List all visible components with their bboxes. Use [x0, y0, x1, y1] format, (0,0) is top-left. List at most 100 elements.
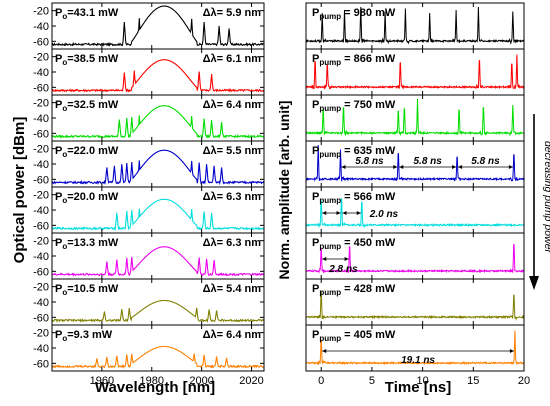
time-trace — [305, 330, 525, 366]
interval-label: 19.1 ns — [401, 355, 435, 366]
y-tick-label: -20 — [33, 236, 49, 248]
right-y-axis-label: Norm. amplitude [arb. unit] — [276, 101, 292, 280]
linewidth-label: Δλ= 6.4 nm — [203, 99, 262, 111]
spectrum-trace — [51, 149, 265, 186]
spectrum-panel: -20 -40 -60 Po=9.3 mW Δλ= 6.4 nm — [33, 324, 265, 372]
time-trace-panel: Ppump = 980 mW — [305, 2, 525, 50]
time-trace — [305, 198, 525, 229]
spectrum-panel: -20 -40 -60 Po=43.1 mW Δλ= 5.9 nm — [33, 2, 265, 50]
output-power-label: Po=9.3 mW — [55, 329, 113, 343]
spectrum-panel: -20 -40 -60 Po=13.3 mW Δλ= 6.3 nm — [33, 232, 265, 280]
linewidth-label: Δλ= 5.5 nm — [203, 145, 262, 157]
spectra-plot: -20 -40 -60 Po=43.1 mW Δλ= 5.9 nm -20 -40 -60 Po… — [33, 2, 265, 387]
y-tick-label: -60 — [33, 82, 49, 94]
time-trace-panel: Ppump = 450 mW 2.8 ns — [305, 232, 525, 280]
interval-arrowhead — [458, 165, 463, 169]
output-power-label: Po=20.0 mW — [55, 191, 119, 205]
linewidth-label: Δλ= 6.4 nm — [203, 329, 262, 341]
pump-power-label: Ppump = 566 mW — [312, 191, 396, 205]
y-tick-label: -60 — [33, 174, 49, 186]
time-trace-panel: Ppump = 405 mW 19.1 ns — [305, 324, 525, 372]
y-tick-label: -20 — [33, 190, 49, 202]
pump-power-label: Ppump = 635 mW — [312, 145, 396, 159]
panel-frame — [305, 324, 525, 372]
time-trace — [305, 244, 525, 274]
decreasing-pump-annotation: decreasing pump power — [542, 141, 550, 254]
interval-label: 2.8 ns — [328, 264, 358, 275]
panel-frame — [305, 48, 525, 96]
output-power-label: Po=43.1 mW — [55, 7, 119, 21]
x-tick-label: 20 — [518, 375, 530, 387]
output-power-label: Po=10.5 mW — [55, 283, 119, 297]
x-tick-label: 5 — [369, 375, 375, 387]
y-tick-label: -60 — [33, 358, 49, 370]
spectrum-panel: -20 -40 -60 Po=32.5 mW Δλ= 6.4 nm — [33, 94, 265, 142]
interval-arrowhead — [356, 211, 361, 215]
time-trace — [305, 98, 524, 137]
y-tick-label: -40 — [33, 343, 49, 355]
interval-arrowhead — [341, 165, 346, 169]
x-tick-label: 0 — [318, 375, 324, 387]
interval-arrowhead — [344, 257, 349, 261]
spectrum-trace — [51, 345, 265, 369]
spectrum-trace — [51, 198, 265, 232]
interval-arrowhead — [508, 165, 513, 169]
y-tick-label: -20 — [33, 6, 49, 18]
y-tick-label: -60 — [33, 312, 49, 324]
time-trace — [305, 6, 525, 45]
y-tick-label: -40 — [33, 113, 49, 125]
left-x-axis-label: Wavelength [nm] — [95, 379, 215, 396]
time-trace — [305, 54, 525, 90]
y-tick-label: -20 — [33, 98, 49, 110]
y-tick-label: -40 — [33, 67, 49, 79]
y-tick-label: -40 — [33, 251, 49, 263]
y-tick-label: -20 — [33, 144, 49, 156]
interval-arrowhead — [452, 165, 457, 169]
spectrum-panel: -20 -40 -60 Po=10.5 mW Δλ= 5.4 nm — [33, 278, 265, 326]
interval-arrowhead — [342, 211, 347, 215]
time-trace-panel: Ppump = 635 mW5.8 ns 5.8 ns 5.8 ns — [305, 140, 525, 188]
y-tick-label: -60 — [33, 36, 49, 48]
linewidth-label: Δλ= 6.1 nm — [203, 53, 262, 65]
left-y-axis-label: Optical power [dBm] — [11, 117, 28, 264]
pump-power-label: Ppump = 866 mW — [312, 53, 396, 67]
y-tick-label: -60 — [33, 266, 49, 278]
x-tick-label: 2000 — [189, 375, 213, 387]
y-tick-label: -40 — [33, 205, 49, 217]
spectrum-trace — [51, 105, 265, 139]
pump-power-label: Ppump = 450 mW — [312, 237, 396, 251]
x-tick-label: 1960 — [90, 375, 114, 387]
time-trace — [305, 291, 525, 321]
interval-arrowhead — [322, 257, 327, 261]
time-trace — [305, 144, 524, 182]
time-traces-plot: Ppump = 980 mW Ppump = 866 mW Ppump = 750 … — [305, 2, 530, 387]
decreasing-pump-arrowhead — [529, 276, 539, 290]
x-tick-label: 10 — [416, 375, 428, 387]
linewidth-label: Δλ= 6.3 nm — [203, 237, 262, 249]
spectrum-trace — [51, 299, 265, 324]
y-tick-label: -40 — [33, 159, 49, 171]
interval-label: 5.8 ns — [413, 156, 442, 167]
spectrum-panel: -20 -40 -60 Po=20.0 mW Δλ= 6.3 nm — [33, 186, 265, 234]
x-tick-label: 2020 — [239, 375, 263, 387]
time-trace-panel: Ppump = 566 mW 2.0 ns — [305, 186, 525, 234]
panel-frame — [305, 2, 525, 50]
output-power-label: Po=13.3 mW — [55, 237, 119, 251]
interval-arrowhead — [322, 349, 327, 353]
output-power-label: Po=22.0 mW — [55, 145, 119, 159]
y-tick-label: -20 — [33, 52, 49, 64]
y-tick-label: -20 — [33, 282, 49, 294]
interval-arrowhead — [509, 349, 514, 353]
interval-arrowhead — [399, 165, 404, 169]
time-trace-panel: Ppump = 750 mW — [305, 94, 525, 142]
spectrum-trace — [51, 5, 265, 47]
y-tick-label: -60 — [33, 128, 49, 140]
output-power-label: Po=38.5 mW — [55, 53, 119, 67]
interval-arrowhead — [393, 165, 398, 169]
linewidth-label: Δλ= 6.3 nm — [203, 191, 262, 203]
pump-power-label: Ppump = 750 mW — [312, 99, 396, 113]
interval-arrowhead — [322, 211, 327, 215]
spectrum-panel: -20 -40 -60 Po=22.0 mW Δλ= 5.5 nm — [33, 140, 265, 188]
interval-label: 5.8 ns — [471, 156, 500, 167]
